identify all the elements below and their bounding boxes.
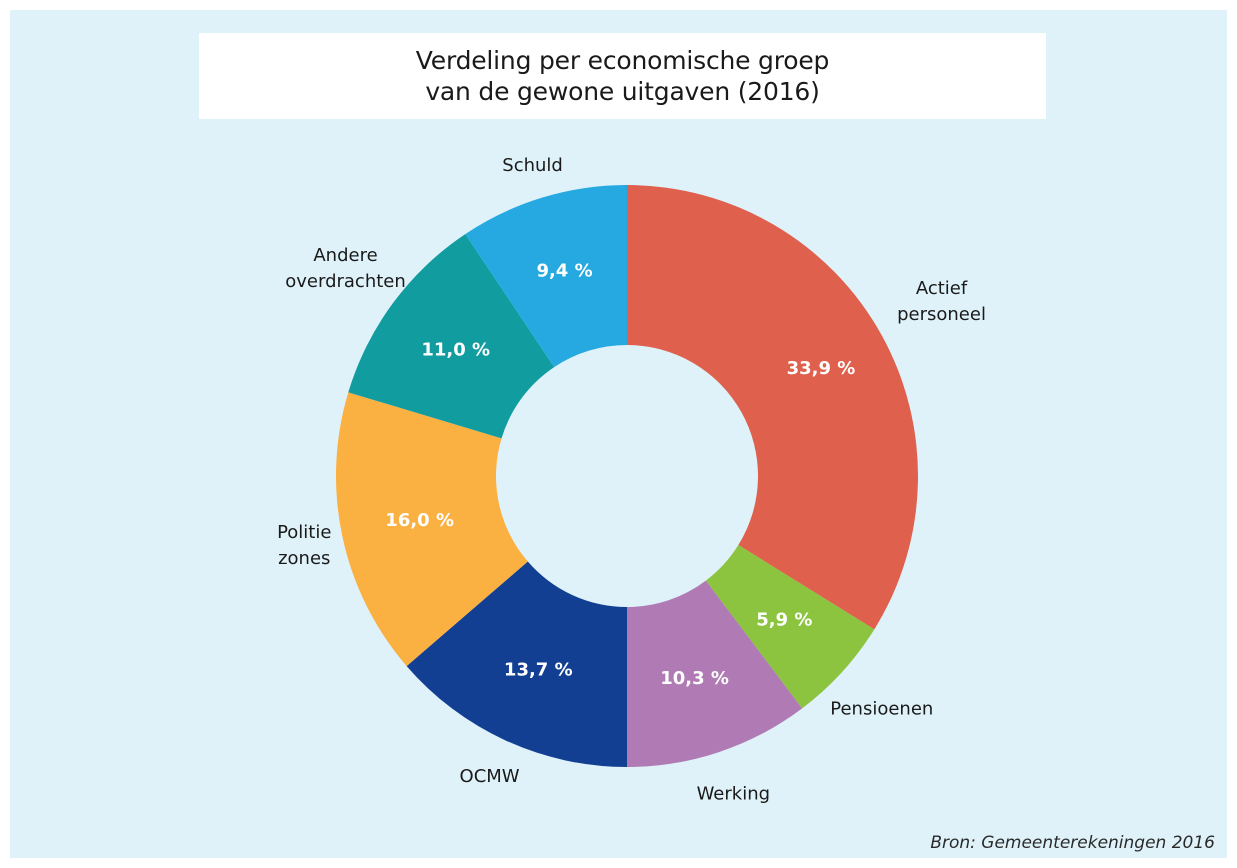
name-label-andere-overdrachten: Andere overdrachten bbox=[285, 245, 406, 292]
name-label-politie-zones: Politie zones bbox=[277, 522, 331, 569]
chart-title-line-1: Verdeling per economische groep bbox=[415, 46, 830, 75]
name-label-pensioenen: Pensioenen bbox=[830, 699, 933, 720]
slice-ocmw bbox=[406, 561, 627, 767]
slice-pensioenen bbox=[705, 545, 875, 709]
slice-politie-zones bbox=[335, 392, 528, 667]
name-label-ocmw: OCMW bbox=[460, 766, 520, 787]
pct-label-ocmw: 13,7 % bbox=[504, 660, 573, 681]
pct-label-politie-zones: 16,0 % bbox=[385, 510, 454, 531]
chart-title: Verdeling per economische groep van de g… bbox=[199, 33, 1046, 119]
name-label-schuld: Schuld bbox=[502, 155, 563, 176]
pct-label-andere-overdrachten: 11,0 % bbox=[421, 339, 490, 360]
slice-werking bbox=[627, 580, 803, 767]
pct-label-schuld: 9,4 % bbox=[536, 260, 592, 281]
name-label-actief-personeel: Actief personeel bbox=[897, 278, 986, 325]
pct-label-pensioenen: 5,9 % bbox=[756, 610, 812, 631]
pct-label-actief-personeel: 33,9 % bbox=[787, 358, 856, 379]
chart-title-line-2: van de gewone uitgaven (2016) bbox=[425, 77, 820, 106]
name-label-werking: Werking bbox=[697, 784, 770, 805]
slice-andere-overdrachten bbox=[348, 234, 555, 439]
pct-label-werking: 10,3 % bbox=[660, 668, 729, 689]
slice-actief-personeel bbox=[627, 185, 918, 630]
slice-schuld bbox=[465, 185, 627, 368]
source-note: Bron: Gemeenterekeningen 2016 bbox=[930, 833, 1215, 853]
